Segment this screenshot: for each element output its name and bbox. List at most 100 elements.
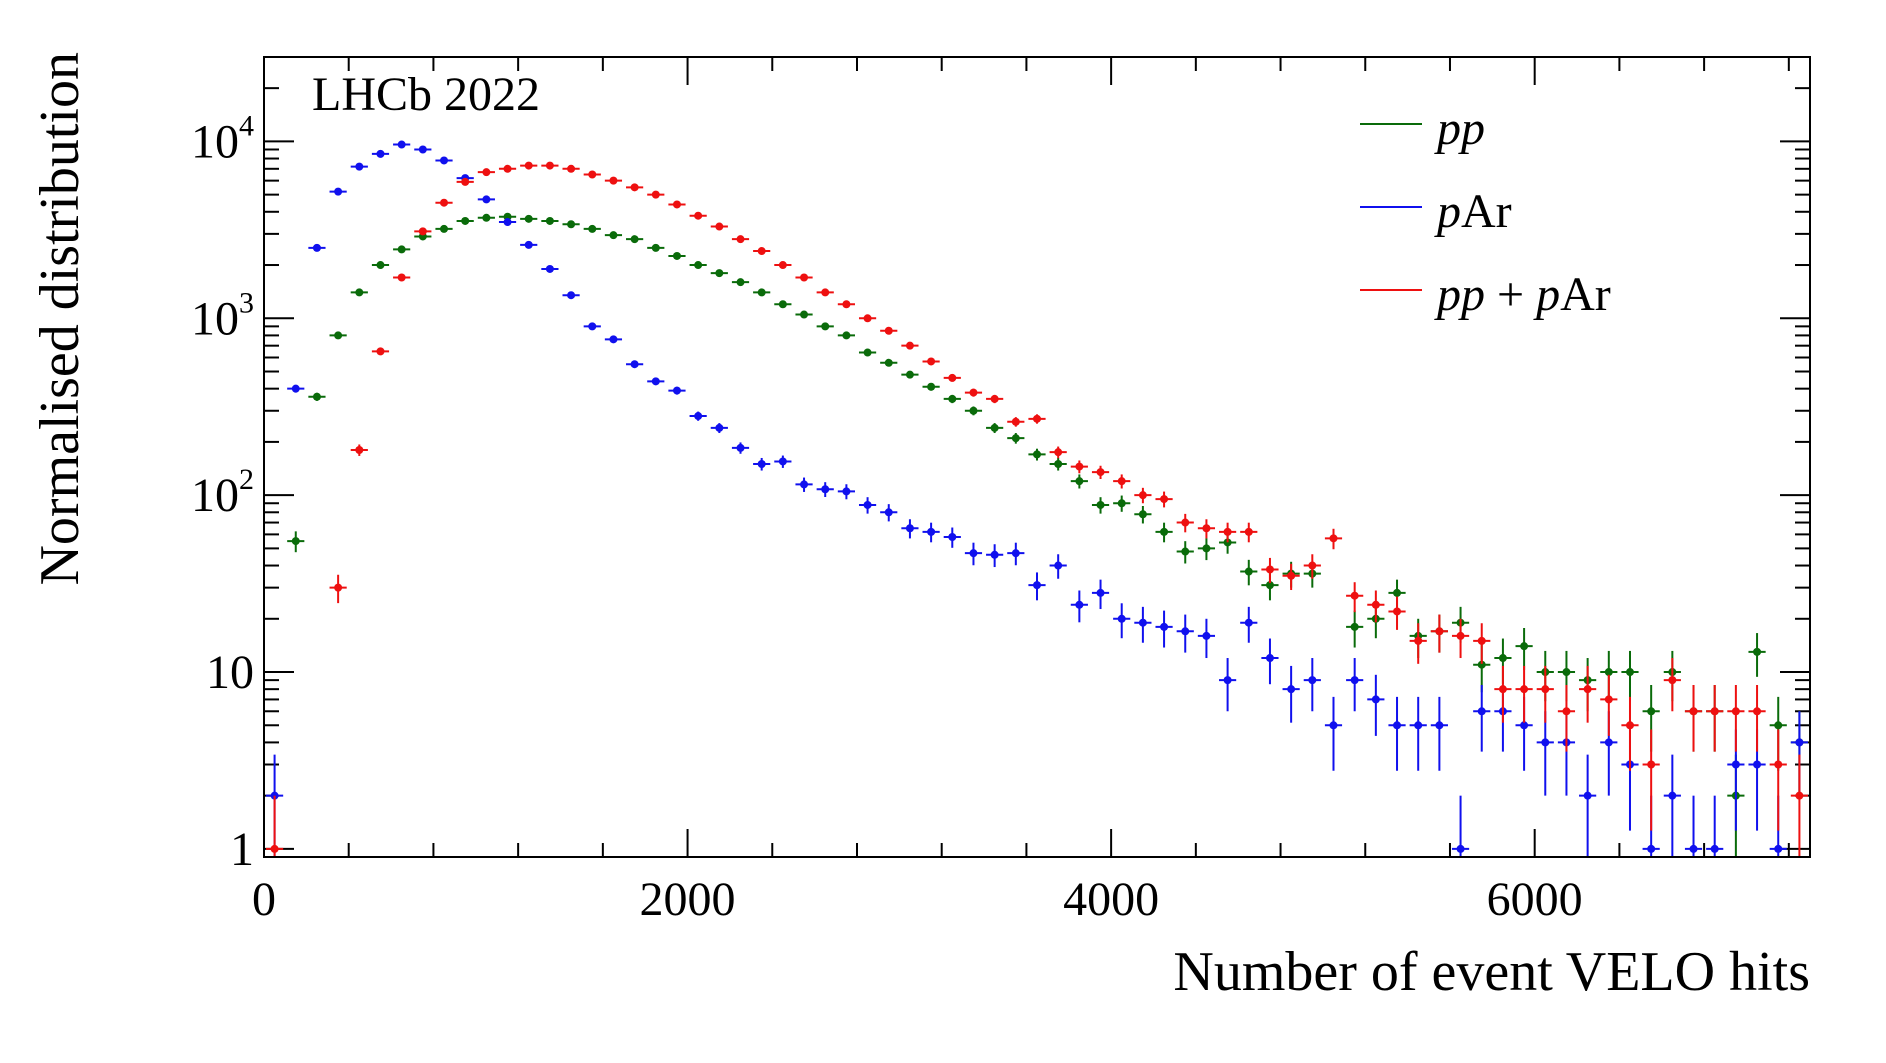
marker (863, 314, 872, 323)
data-point (414, 145, 432, 154)
legend-label-part: p (1533, 268, 1560, 321)
legend-label-part: Ar (1461, 185, 1512, 238)
data-point (1346, 582, 1364, 613)
data-point (753, 247, 771, 256)
data-point (1451, 795, 1470, 857)
legend-label-part: pp (1434, 268, 1485, 321)
marker (694, 211, 703, 220)
data-point (1430, 614, 1448, 653)
data-point (1049, 554, 1067, 579)
marker (1350, 676, 1359, 685)
marker (651, 190, 660, 199)
data-point (329, 574, 347, 604)
marker (1202, 524, 1211, 533)
data-point (1663, 754, 1681, 857)
marker (1668, 676, 1677, 685)
data-point (1091, 497, 1110, 514)
marker (1456, 844, 1465, 853)
data-point (562, 164, 580, 173)
y-tick-label-base: 1 (230, 823, 254, 876)
data-point (1388, 696, 1406, 771)
marker (1774, 760, 1783, 769)
marker (1393, 721, 1402, 730)
marker (990, 550, 999, 559)
data-point (1261, 557, 1279, 584)
data-point (1049, 446, 1067, 459)
data-point (964, 542, 983, 566)
marker (1308, 676, 1317, 685)
data-point (1007, 542, 1025, 566)
data-point (1197, 519, 1216, 539)
data-point (1409, 623, 1427, 664)
marker (1647, 844, 1656, 853)
data-point (1367, 674, 1385, 736)
marker (1011, 417, 1020, 426)
marker (651, 377, 660, 386)
data-point (1684, 795, 1703, 857)
data-point (1324, 528, 1343, 550)
data-point (1367, 590, 1385, 623)
marker (715, 423, 724, 432)
data-point (456, 177, 474, 186)
data-point (1134, 606, 1152, 643)
marker (376, 149, 385, 158)
marker (1520, 685, 1529, 694)
data-point (1346, 610, 1364, 648)
data-point (1113, 603, 1131, 639)
experiment-label: LHCb 2022 (312, 68, 540, 121)
data-point (1621, 650, 1639, 702)
marker (397, 273, 406, 282)
data-point (1706, 795, 1724, 857)
data-point (1007, 417, 1025, 427)
data-point (456, 216, 474, 225)
data-point (1748, 633, 1766, 677)
data-point (901, 519, 919, 539)
marker (609, 335, 618, 344)
marker (1075, 477, 1084, 486)
marker (1498, 685, 1507, 694)
marker (948, 394, 957, 403)
marker (757, 288, 766, 297)
marker (609, 176, 618, 185)
data-point (393, 273, 411, 282)
data-point (647, 190, 665, 199)
data-point (1261, 638, 1279, 685)
data-point (795, 477, 813, 492)
data-point (1240, 559, 1258, 586)
marker (524, 214, 533, 223)
data-point (477, 213, 495, 222)
data-point (371, 347, 390, 356)
marker (291, 537, 300, 546)
data-point (689, 411, 707, 421)
x-axis-label: Number of event VELO hits (1173, 941, 1810, 1003)
marker (1604, 668, 1613, 677)
marker (1731, 760, 1740, 769)
data-point (986, 423, 1004, 434)
marker (1562, 707, 1571, 716)
y-tick-label-base: 10 (191, 292, 239, 345)
marker (418, 227, 427, 236)
marker (1265, 654, 1274, 663)
data-point (1197, 538, 1216, 561)
data-point (1197, 618, 1216, 659)
marker (1647, 760, 1656, 769)
y-tick-label: 102 (191, 463, 254, 522)
marker (609, 231, 618, 240)
data-point (1282, 665, 1300, 723)
marker (821, 485, 830, 494)
data-point (1706, 684, 1724, 752)
marker (397, 140, 406, 149)
data-point (1790, 754, 1808, 857)
data-point (901, 341, 919, 350)
marker (800, 480, 809, 489)
marker (1520, 721, 1529, 730)
data-point (1176, 513, 1194, 533)
marker (418, 145, 427, 154)
marker (1075, 600, 1084, 609)
data-point (1684, 684, 1703, 752)
marker (1011, 549, 1020, 558)
y-tick-label-exponent: 3 (239, 286, 254, 319)
marker (1160, 495, 1169, 504)
marker (1795, 791, 1804, 800)
